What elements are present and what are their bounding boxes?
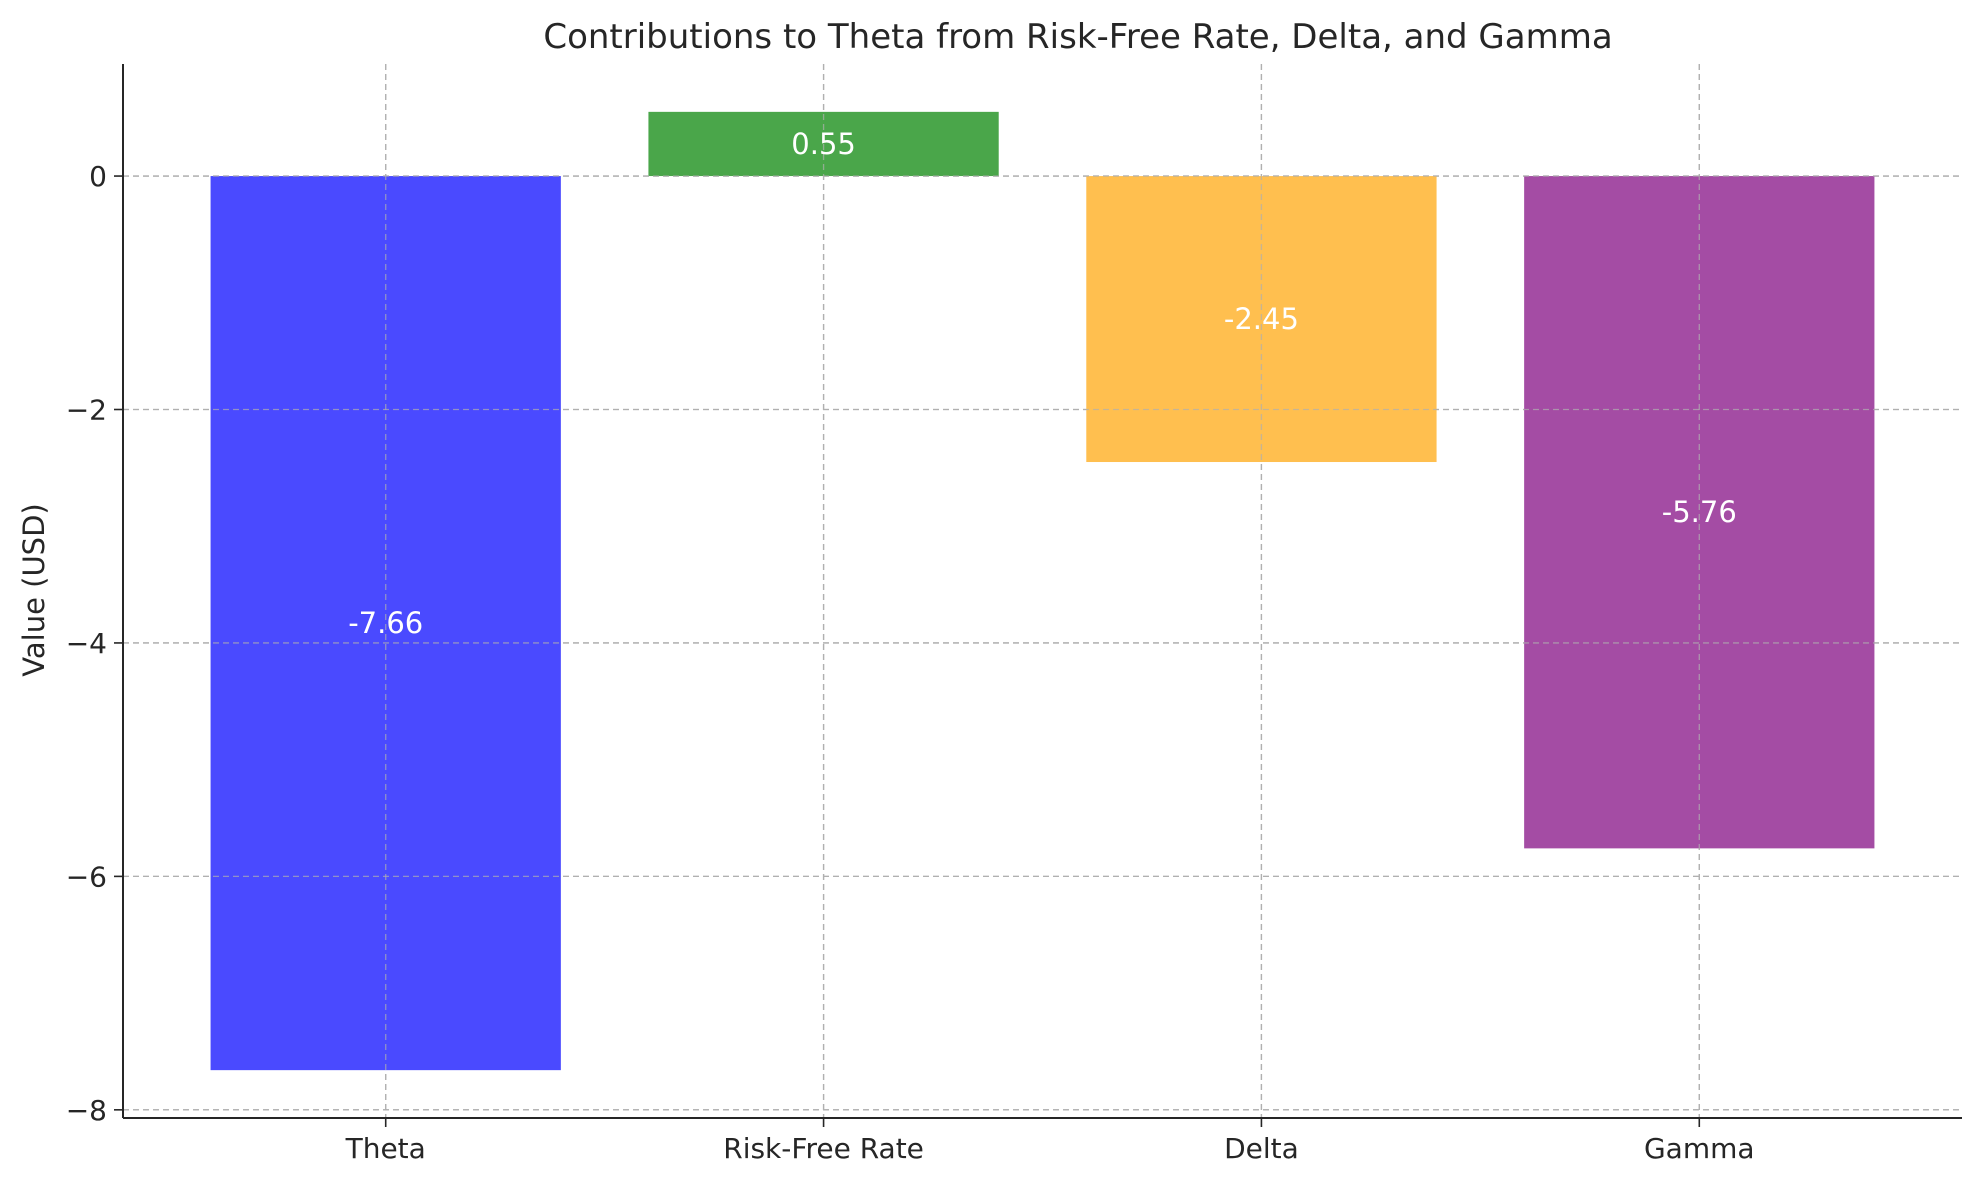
y-axis-label: Value (USD) xyxy=(17,503,51,676)
axes-layer xyxy=(114,64,1962,1127)
x-tick-label: Gamma xyxy=(1644,1132,1755,1165)
x-tick-label: Delta xyxy=(1224,1132,1299,1165)
x-tick-label: Theta xyxy=(345,1132,426,1165)
data-label: -5.76 xyxy=(1662,495,1737,529)
y-tick-label: −2 xyxy=(66,393,107,426)
x-tick-label: Risk-Free Rate xyxy=(723,1132,924,1165)
chart-title: Contributions to Theta from Risk-Free Ra… xyxy=(543,17,1612,57)
labels-layer: 0 −2 −4 −6 −8 -7.66 0.55 -2.45 -5.76 Theta Risk-Fr… xyxy=(66,127,1755,1165)
y-tick-label: −4 xyxy=(66,627,107,660)
data-label: 0.55 xyxy=(791,127,856,161)
y-tick-label: −6 xyxy=(66,860,107,893)
data-label: -7.66 xyxy=(348,606,423,640)
bars-layer xyxy=(123,64,1962,1118)
data-label: -2.45 xyxy=(1224,302,1299,336)
y-tick-label: 0 xyxy=(89,160,107,193)
y-tick-label: −8 xyxy=(66,1094,107,1127)
